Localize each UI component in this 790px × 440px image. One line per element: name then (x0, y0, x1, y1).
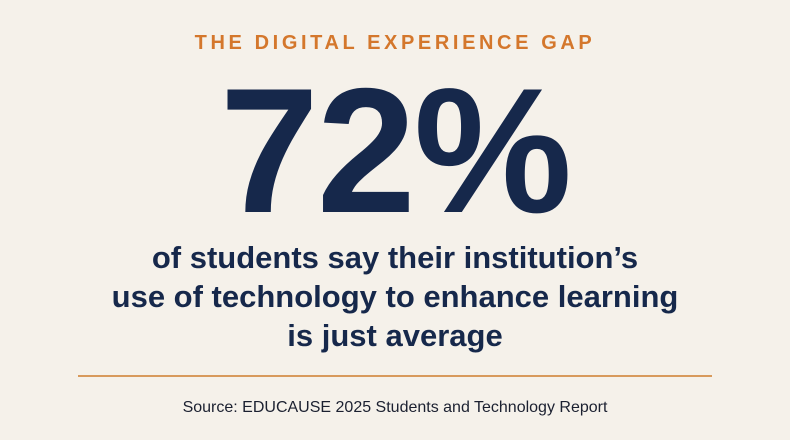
statement-line-1: of students say their institution’s (151, 240, 639, 275)
statement-line-2: use of technology to enhance learning (111, 279, 679, 314)
statement-line-3: is just average (287, 318, 503, 353)
stat-description: of students say their institution’s use … (40, 238, 750, 355)
headline-stat: 72% (219, 51, 572, 250)
eyebrow-title: THE DIGITAL EXPERIENCE GAP (194, 32, 596, 54)
source-citation: Source: EDUCAUSE 2025 Students and Techn… (182, 399, 608, 416)
section-divider (78, 375, 712, 377)
